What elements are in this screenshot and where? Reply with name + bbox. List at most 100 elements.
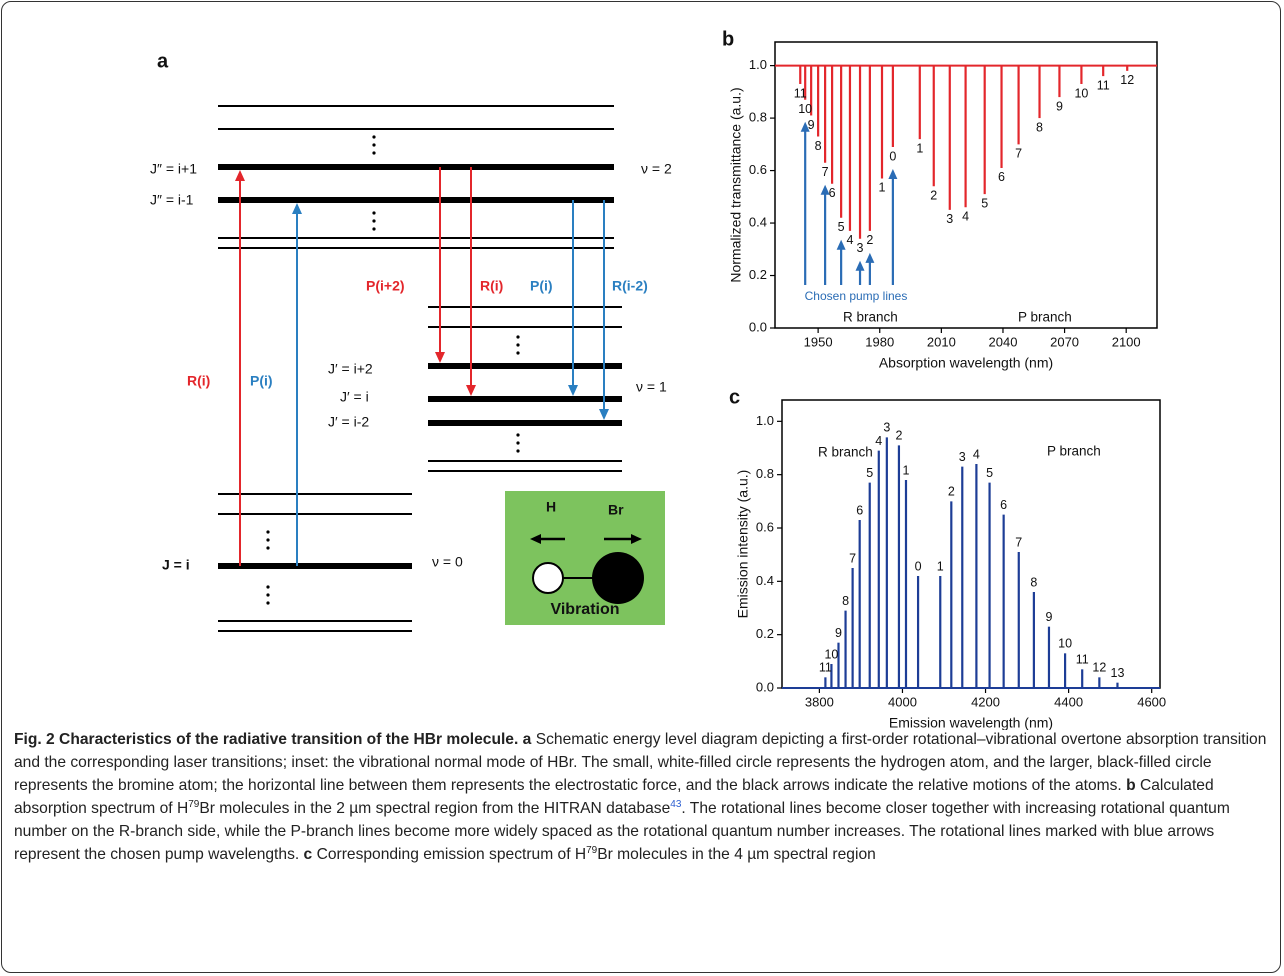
arrow-head (435, 352, 445, 363)
inset-label: Vibration (550, 601, 619, 618)
caption-text: . The rotational lines become closer tog… (14, 800, 1230, 863)
transition-label: R(i-2) (612, 278, 648, 294)
caption-text: Schematic energy level diagram depicting… (14, 731, 1267, 794)
line-label: 4 (846, 233, 853, 247)
transition-label: R(i) (480, 278, 503, 294)
line-label: 1 (903, 463, 910, 477)
caption-text: Calculated absorption spectrum of H (14, 777, 1214, 817)
y-tick-label: 0.4 (749, 214, 767, 229)
line-label: 1 (916, 141, 923, 155)
y-tick-label: 1.0 (749, 57, 767, 72)
line-label: 2 (948, 485, 955, 499)
x-tick-label: 1980 (865, 334, 894, 349)
ellipsis-dot (372, 219, 376, 223)
ellipsis-dot (516, 441, 520, 445)
ellipsis-dot (266, 546, 270, 550)
y-tick-label: 0.6 (749, 162, 767, 177)
vib-label: ν = 1 (636, 379, 667, 395)
caption-letter: c (303, 846, 313, 863)
line-label: 5 (986, 466, 993, 480)
line-label: 11 (794, 86, 807, 100)
vib-label: ν = 0 (432, 554, 463, 570)
line-label: 9 (835, 626, 842, 640)
vib-label: ν = 2 (641, 161, 672, 177)
line-label: 1 (879, 181, 886, 195)
level-label: J″ = i+1 (150, 161, 197, 177)
ellipsis-dot (372, 135, 376, 139)
pump-label: Chosen pump lines (805, 289, 908, 303)
line-label: 11 (819, 661, 832, 675)
y-tick-label: 0.2 (749, 267, 767, 282)
y-tick-label: 0.0 (749, 319, 767, 334)
y-tick-label: 0.2 (756, 626, 774, 641)
arrow-head (292, 203, 302, 214)
line-label: 12 (1092, 661, 1106, 675)
arrow-head (568, 385, 578, 396)
pump-arrow (836, 239, 846, 285)
panel-letter: b (722, 28, 734, 50)
branch-label: P branch (1047, 444, 1101, 459)
caption-letter: b (1126, 777, 1136, 794)
y-tick-label: 0.6 (756, 519, 774, 534)
line-label: 6 (1000, 498, 1007, 512)
h-atom (532, 562, 564, 594)
transition-label: R(i) (187, 373, 210, 389)
ellipsis-dot (516, 343, 520, 347)
ellipsis-dot (266, 601, 270, 605)
line-label: 9 (1056, 99, 1063, 113)
line-label: 10 (824, 647, 838, 661)
x-axis-label: Absorption wavelength (nm) (879, 355, 1053, 371)
caption-text: Br molecules in the 4 µm spectral region (597, 846, 876, 863)
line-label: 5 (981, 196, 988, 210)
line-label: 2 (930, 189, 937, 203)
line-label: 3 (946, 212, 953, 226)
line-label: 1 (937, 559, 944, 573)
caption-ref: 43 (670, 798, 682, 810)
caption-letter: a (522, 731, 532, 748)
ellipsis-dot (372, 151, 376, 155)
ellipsis-dot (516, 449, 520, 453)
line-label: 9 (808, 118, 815, 132)
pump-arrow (888, 168, 898, 285)
line-label: 3 (883, 421, 890, 435)
caption: Fig. 2 Characteristics of the radiative … (14, 728, 1272, 866)
ellipsis-dot (372, 227, 376, 231)
pump-arrow (820, 184, 830, 285)
atom-label: H (546, 499, 556, 515)
line-label: 5 (866, 466, 873, 480)
transition-label: P(i+2) (366, 278, 405, 294)
caption-text: Br molecules in the 2 µm spectral region… (199, 800, 671, 817)
transition-label: P(i) (530, 278, 553, 294)
x-tick-label: 2040 (989, 334, 1018, 349)
ellipsis-dot (266, 593, 270, 597)
line-label: 7 (849, 551, 856, 565)
line-label: 6 (829, 186, 836, 200)
x-tick-label: 1950 (804, 334, 833, 349)
level-label: J′ = i (340, 389, 369, 405)
line-label: 6 (998, 170, 1005, 184)
y-tick-label: 1.0 (756, 413, 774, 428)
arrow-head (530, 534, 541, 544)
arrow-head (599, 409, 609, 420)
line-label: 8 (1030, 575, 1037, 589)
line-label: 6 (856, 503, 863, 517)
caption-sup: 79 (586, 844, 598, 856)
line-label: 8 (815, 139, 822, 153)
level-label: J′ = i-2 (328, 414, 369, 430)
line-label: 4 (973, 447, 980, 461)
atom-label: Br (608, 502, 624, 518)
ellipsis-dot (516, 351, 520, 355)
line-label: 11 (1076, 653, 1089, 667)
pump-arrow-head (855, 260, 865, 271)
line-label: 10 (1058, 637, 1072, 651)
branch-label: P branch (1018, 310, 1072, 325)
line-label: 4 (962, 210, 969, 224)
ellipsis-dot (266, 538, 270, 542)
line-label: 7 (822, 165, 829, 179)
caption-text: Corresponding emission spectrum of H (316, 846, 587, 863)
pump-arrow (855, 260, 865, 285)
ellipsis-dot (516, 335, 520, 339)
line-label: 3 (857, 241, 864, 255)
pump-arrow-head (800, 121, 810, 132)
panel-letter: a (157, 50, 169, 72)
